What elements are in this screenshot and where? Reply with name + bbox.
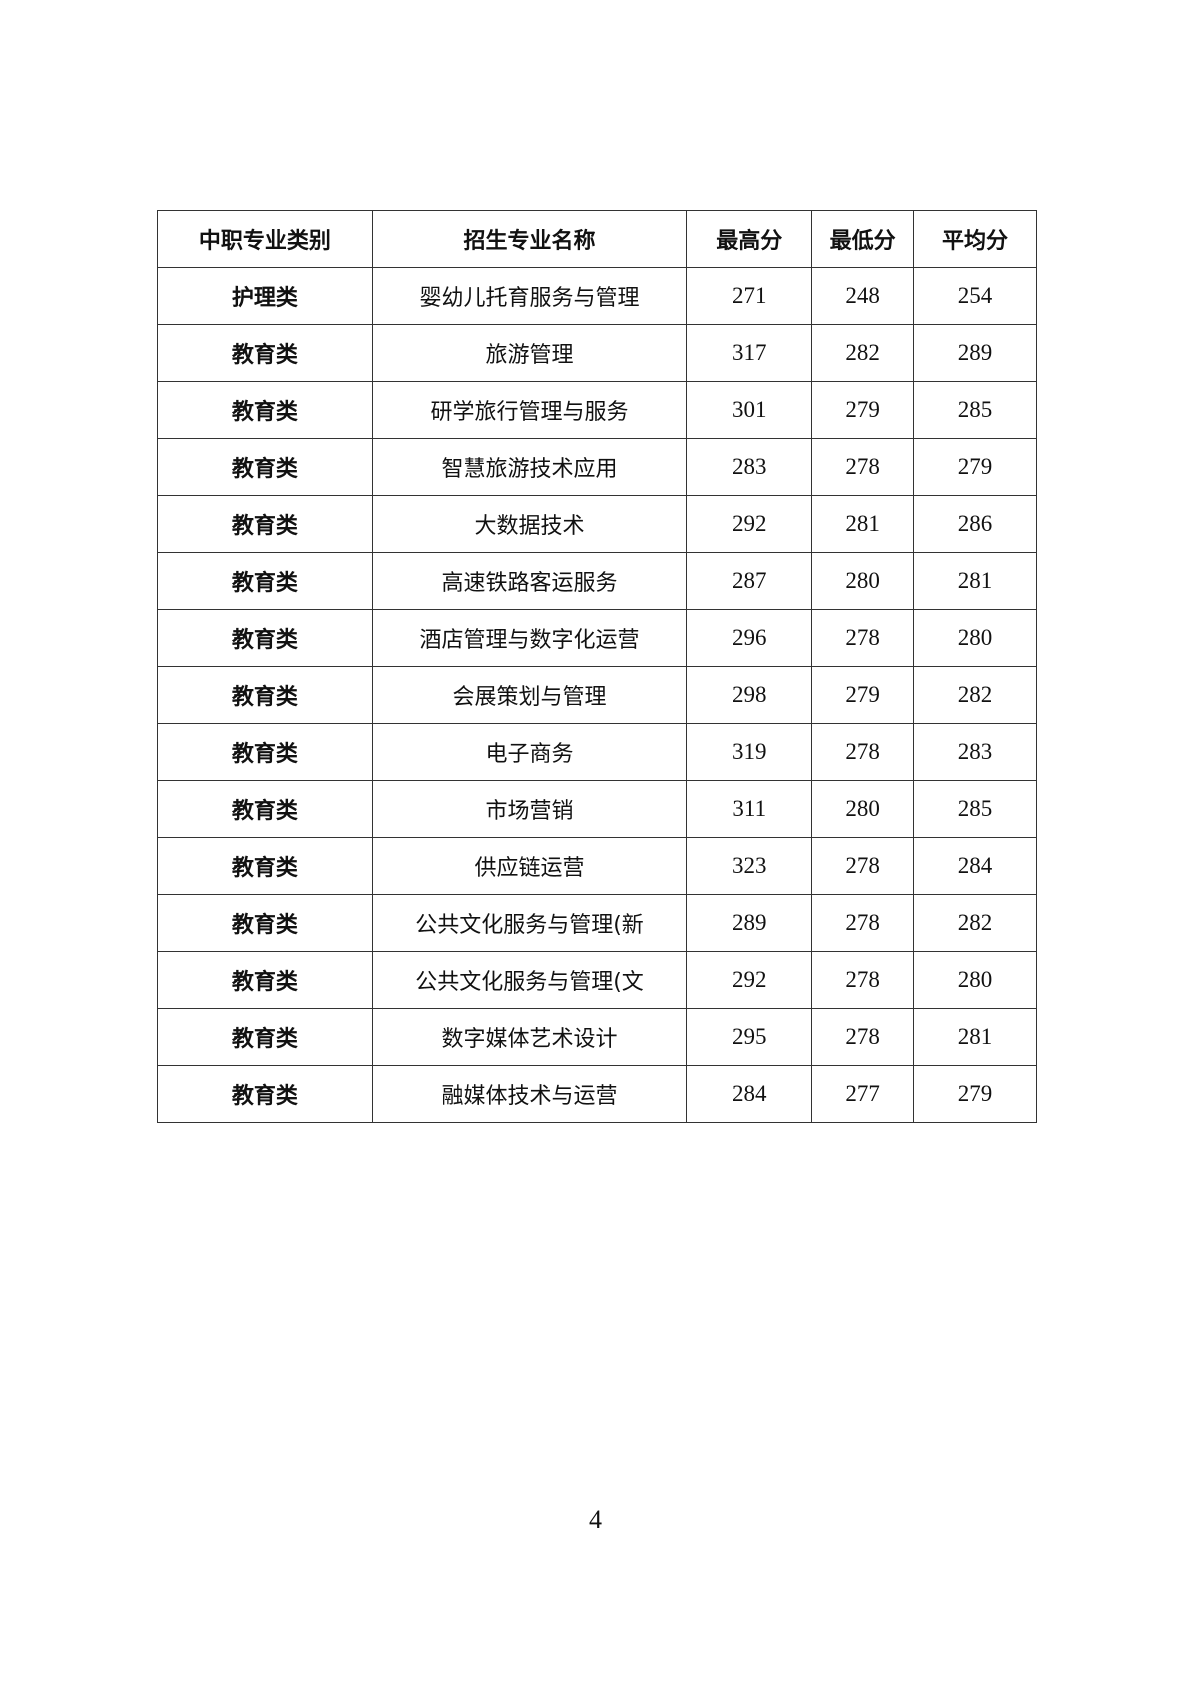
max-score-cell: 295 (686, 1008, 813, 1066)
max-score-cell: 287 (686, 552, 813, 610)
avg-score-cell: 285 (913, 381, 1037, 439)
major-cell: 市场营销 (371, 780, 688, 838)
major-cell: 旅游管理 (371, 324, 688, 382)
max-score-cell: 319 (686, 723, 813, 781)
max-score-cell: 284 (686, 1065, 813, 1123)
max-score-cell: 317 (686, 324, 813, 382)
category-cell: 教育类 (157, 1065, 373, 1123)
min-score-cell: 277 (811, 1065, 915, 1123)
avg-score-cell: 282 (913, 666, 1037, 724)
table-row: 教育类 电子商务 319 278 283 (157, 723, 1037, 781)
major-cell: 研学旅行管理与服务 (371, 381, 688, 439)
category-cell: 教育类 (157, 381, 373, 439)
major-cell: 公共文化服务与管理(文 (371, 951, 688, 1009)
category-cell: 教育类 (157, 438, 373, 496)
major-cell: 公共文化服务与管理(新 (371, 894, 688, 952)
min-score-cell: 278 (811, 438, 915, 496)
avg-score-cell: 279 (913, 1065, 1037, 1123)
category-cell: 教育类 (157, 723, 373, 781)
header-major: 招生专业名称 (371, 210, 688, 268)
avg-score-cell: 285 (913, 780, 1037, 838)
max-score-cell: 311 (686, 780, 813, 838)
category-cell: 教育类 (157, 552, 373, 610)
category-cell: 教育类 (157, 609, 373, 667)
max-score-cell: 292 (686, 951, 813, 1009)
max-score-cell: 283 (686, 438, 813, 496)
major-cell: 数字媒体艺术设计 (371, 1008, 688, 1066)
min-score-cell: 278 (811, 1008, 915, 1066)
major-cell: 高速铁路客运服务 (371, 552, 688, 610)
table-row: 教育类 市场营销 311 280 285 (157, 780, 1037, 838)
max-score-cell: 301 (686, 381, 813, 439)
table-row: 教育类 高速铁路客运服务 287 280 281 (157, 552, 1037, 610)
avg-score-cell: 280 (913, 609, 1037, 667)
max-score-cell: 292 (686, 495, 813, 553)
avg-score-cell: 279 (913, 438, 1037, 496)
max-score-cell: 296 (686, 609, 813, 667)
category-cell: 教育类 (157, 666, 373, 724)
major-cell: 大数据技术 (371, 495, 688, 553)
category-cell: 教育类 (157, 324, 373, 382)
category-cell: 教育类 (157, 837, 373, 895)
major-cell: 电子商务 (371, 723, 688, 781)
table-row: 教育类 智慧旅游技术应用 283 278 279 (157, 438, 1037, 496)
avg-score-cell: 283 (913, 723, 1037, 781)
max-score-cell: 271 (686, 267, 813, 325)
major-cell: 酒店管理与数字化运营 (371, 609, 688, 667)
table-row: 教育类 酒店管理与数字化运营 296 278 280 (157, 609, 1037, 667)
min-score-cell: 280 (811, 780, 915, 838)
avg-score-cell: 286 (913, 495, 1037, 553)
major-cell: 智慧旅游技术应用 (371, 438, 688, 496)
header-avg: 平均分 (913, 210, 1037, 268)
category-cell: 护理类 (157, 267, 373, 325)
min-score-cell: 279 (811, 666, 915, 724)
table-row: 教育类 研学旅行管理与服务 301 279 285 (157, 381, 1037, 439)
min-score-cell: 248 (811, 267, 915, 325)
header-min: 最低分 (811, 210, 915, 268)
table-row: 教育类 公共文化服务与管理(文 292 278 280 (157, 951, 1037, 1009)
table-row: 教育类 融媒体技术与运营 284 277 279 (157, 1065, 1037, 1123)
avg-score-cell: 289 (913, 324, 1037, 382)
category-cell: 教育类 (157, 780, 373, 838)
table-header-row: 中职专业类别 招生专业名称 最高分 最低分 平均分 (157, 210, 1037, 268)
avg-score-cell: 280 (913, 951, 1037, 1009)
category-cell: 教育类 (157, 894, 373, 952)
min-score-cell: 281 (811, 495, 915, 553)
min-score-cell: 280 (811, 552, 915, 610)
min-score-cell: 278 (811, 894, 915, 952)
category-cell: 教育类 (157, 1008, 373, 1066)
avg-score-cell: 254 (913, 267, 1037, 325)
major-cell: 融媒体技术与运营 (371, 1065, 688, 1123)
min-score-cell: 279 (811, 381, 915, 439)
min-score-cell: 278 (811, 837, 915, 895)
header-category: 中职专业类别 (157, 210, 373, 268)
table-row: 教育类 旅游管理 317 282 289 (157, 324, 1037, 382)
table-row: 教育类 会展策划与管理 298 279 282 (157, 666, 1037, 724)
avg-score-cell: 281 (913, 1008, 1037, 1066)
avg-score-cell: 282 (913, 894, 1037, 952)
table-row: 教育类 供应链运营 323 278 284 (157, 837, 1037, 895)
table-row: 教育类 大数据技术 292 281 286 (157, 495, 1037, 553)
major-cell: 供应链运营 (371, 837, 688, 895)
table-row: 护理类 婴幼儿托育服务与管理 271 248 254 (157, 267, 1037, 325)
avg-score-cell: 284 (913, 837, 1037, 895)
major-cell: 会展策划与管理 (371, 666, 688, 724)
table-row: 教育类 数字媒体艺术设计 295 278 281 (157, 1008, 1037, 1066)
page-number: 4 (589, 1505, 602, 1534)
max-score-cell: 289 (686, 894, 813, 952)
max-score-cell: 323 (686, 837, 813, 895)
min-score-cell: 278 (811, 723, 915, 781)
category-cell: 教育类 (157, 495, 373, 553)
category-cell: 教育类 (157, 951, 373, 1009)
min-score-cell: 282 (811, 324, 915, 382)
header-max: 最高分 (686, 210, 813, 268)
major-cell: 婴幼儿托育服务与管理 (371, 267, 688, 325)
score-table: 中职专业类别 招生专业名称 最高分 最低分 平均分 护理类 婴幼儿托育服务与管理 2… (157, 210, 1037, 1123)
table-row: 教育类 公共文化服务与管理(新 289 278 282 (157, 894, 1037, 952)
avg-score-cell: 281 (913, 552, 1037, 610)
min-score-cell: 278 (811, 951, 915, 1009)
min-score-cell: 278 (811, 609, 915, 667)
max-score-cell: 298 (686, 666, 813, 724)
